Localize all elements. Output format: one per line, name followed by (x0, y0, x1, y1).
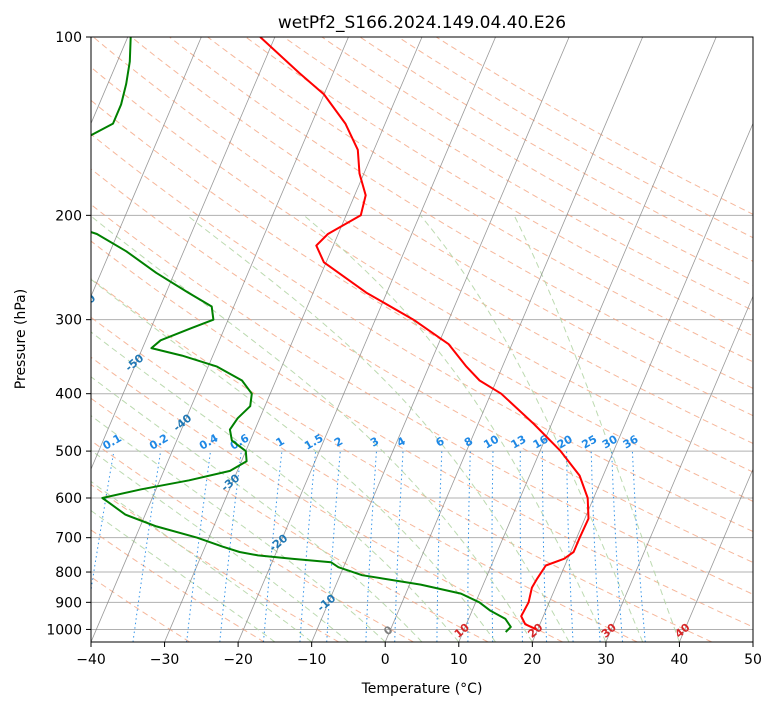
isotherm-line (606, 37, 775, 642)
isotherm-label: 40 (673, 621, 693, 641)
moist-adiabat-line (420, 215, 642, 642)
y-tick-label: 1000 (46, 622, 82, 638)
isotherm-label: -80 (0, 171, 3, 194)
isotherm-line (753, 37, 775, 642)
dry-adiabat-line (284, 37, 775, 642)
dry-adiabat-line (360, 37, 775, 642)
y-tick-label: 200 (55, 208, 82, 224)
mixing-ratio-line (492, 451, 493, 642)
dry-adiabat-line (208, 37, 775, 642)
y-tick-label: 500 (55, 444, 82, 460)
mixing-ratio-label: 13 (509, 433, 529, 452)
y-tick-label: 600 (55, 491, 82, 507)
mixing-ratio-label: 3 (368, 435, 381, 450)
dry-adiabat-line (0, 37, 339, 642)
isotherm-label: -10 (315, 591, 339, 614)
mixing-ratio-label: 0.2 (147, 432, 170, 453)
x-axis: −40 −30 −20 −10 0 10 20 30 40 50 (76, 642, 762, 668)
moist-adiabat-line (0, 215, 275, 642)
mixing-ratio-label: 4 (395, 434, 408, 449)
mixing-ratio-line (567, 451, 574, 642)
dry-adiabat-line (0, 37, 488, 642)
x-axis-label: Temperature (°C) (361, 681, 483, 697)
plot-area: 0.10.20.40.611.52346810131620253036-100-… (0, 37, 775, 642)
dry-adiabat-line (246, 37, 775, 642)
dry-adiabat-line (0, 37, 637, 642)
dry-adiabat-line (322, 37, 775, 642)
moist-adiabat-line (13, 215, 496, 642)
isotherm-label: -60 (75, 291, 99, 314)
isotherm-label: 20 (525, 621, 545, 641)
isotherm-line (459, 37, 716, 642)
y-tick-label: 800 (55, 565, 82, 581)
mixing-ratio-label: 0.4 (197, 431, 221, 452)
mixing-ratio-label: 1 (274, 435, 287, 450)
mixing-ratio-label: 1.5 (302, 432, 325, 453)
isotherm-label: -20 (267, 531, 291, 554)
isotherm-line (91, 37, 348, 642)
dry-adiabat-line (436, 37, 775, 642)
isotherm-line (385, 37, 642, 642)
isotherm-label: -30 (219, 471, 243, 494)
isotherm-label: 30 (599, 621, 619, 641)
dry-adiabat-line (170, 37, 775, 642)
y-tick-label: 100 (55, 30, 82, 46)
isotherm-label: -50 (123, 351, 147, 374)
mixing-ratio-label: 16 (531, 432, 551, 451)
mixing-ratio-line (468, 451, 470, 642)
dry-adiabat-line (0, 37, 413, 642)
x-tick-label: 20 (523, 652, 541, 668)
dry-adiabat-line (0, 37, 264, 642)
x-tick-label: 50 (744, 652, 762, 668)
y-tick-label: 400 (55, 387, 82, 403)
mixing-ratio-label: 2 (332, 435, 345, 450)
dry-adiabat-line (93, 37, 775, 642)
dry-adiabat-line (0, 37, 775, 642)
isotherm-line (165, 37, 422, 642)
y-tick-label: 700 (55, 531, 82, 547)
x-tick-label: 0 (381, 652, 390, 668)
isotherm-label: -70 (27, 231, 51, 254)
y-tick-label: 900 (55, 595, 82, 611)
x-tick-label: 40 (671, 652, 689, 668)
mixing-ratio-line (437, 451, 442, 642)
x-tick-label: −30 (150, 652, 180, 668)
y-axis: 1000 900 800 700 600 500 400 300 200 100 (46, 30, 91, 638)
x-tick-label: 10 (450, 652, 468, 668)
x-tick-label: −20 (223, 652, 253, 668)
mixing-ratio-line (83, 451, 114, 642)
mixing-ratio-line (632, 451, 645, 642)
y-axis-label: Pressure (hPa) (13, 289, 29, 389)
temperature-profile-line (260, 37, 588, 629)
mixing-ratio-label: 36 (621, 432, 641, 451)
x-tick-label: 30 (597, 652, 615, 668)
isotherm-line (679, 37, 775, 642)
mixing-ratio-label: 8 (462, 435, 475, 450)
y-tick-label: 300 (55, 313, 82, 329)
x-tick-label: −10 (297, 652, 327, 668)
mixing-ratio-label: 25 (580, 433, 600, 452)
chart-title: wetPf2_S166.2024.149.04.40.E26 (278, 13, 566, 33)
isotherm-label: -40 (171, 411, 195, 434)
x-tick-label: −40 (76, 652, 106, 668)
